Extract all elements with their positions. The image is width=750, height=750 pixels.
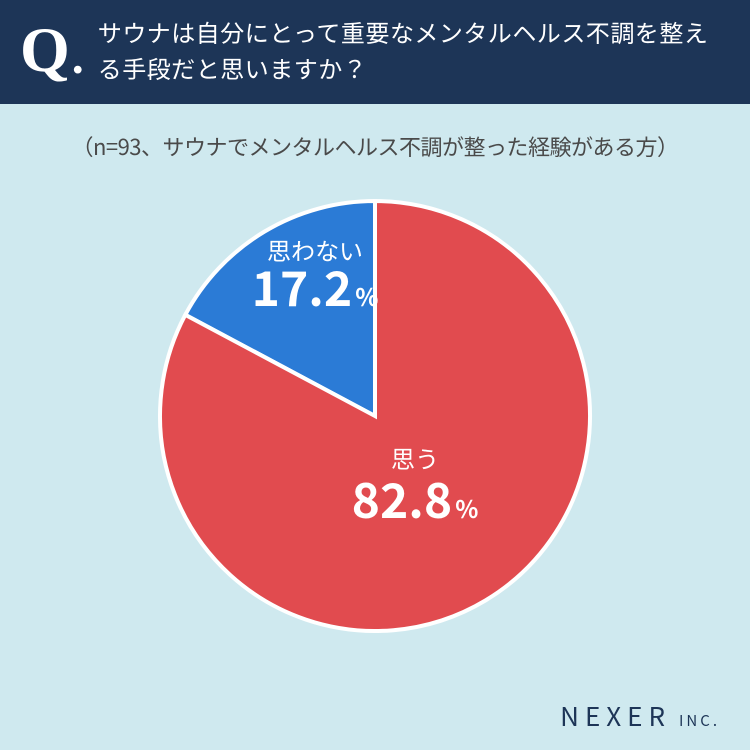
q-symbol: Q. bbox=[20, 21, 84, 79]
pie-chart: 思わない17.2%思う82.8% bbox=[135, 176, 615, 656]
brand-footer: NEXER INC. bbox=[560, 697, 720, 734]
q-dot: . bbox=[72, 36, 84, 79]
question-header: Q. サウナは自分にとって重要なメンタルヘルス不調を整える手段だと思いますか？ bbox=[0, 0, 750, 104]
pie-chart-container: 思わない17.2%思う82.8% bbox=[0, 176, 750, 656]
question-text: サウナは自分にとって重要なメンタルヘルス不調を整える手段だと思いますか？ bbox=[98, 14, 730, 86]
brand-suffix: INC. bbox=[679, 710, 720, 731]
brand-name: NEXER bbox=[560, 697, 671, 734]
q-letter: Q bbox=[20, 21, 70, 79]
sample-note: （n=93、サウナでメンタルヘルス不調が整った経験がある方） bbox=[0, 130, 750, 162]
